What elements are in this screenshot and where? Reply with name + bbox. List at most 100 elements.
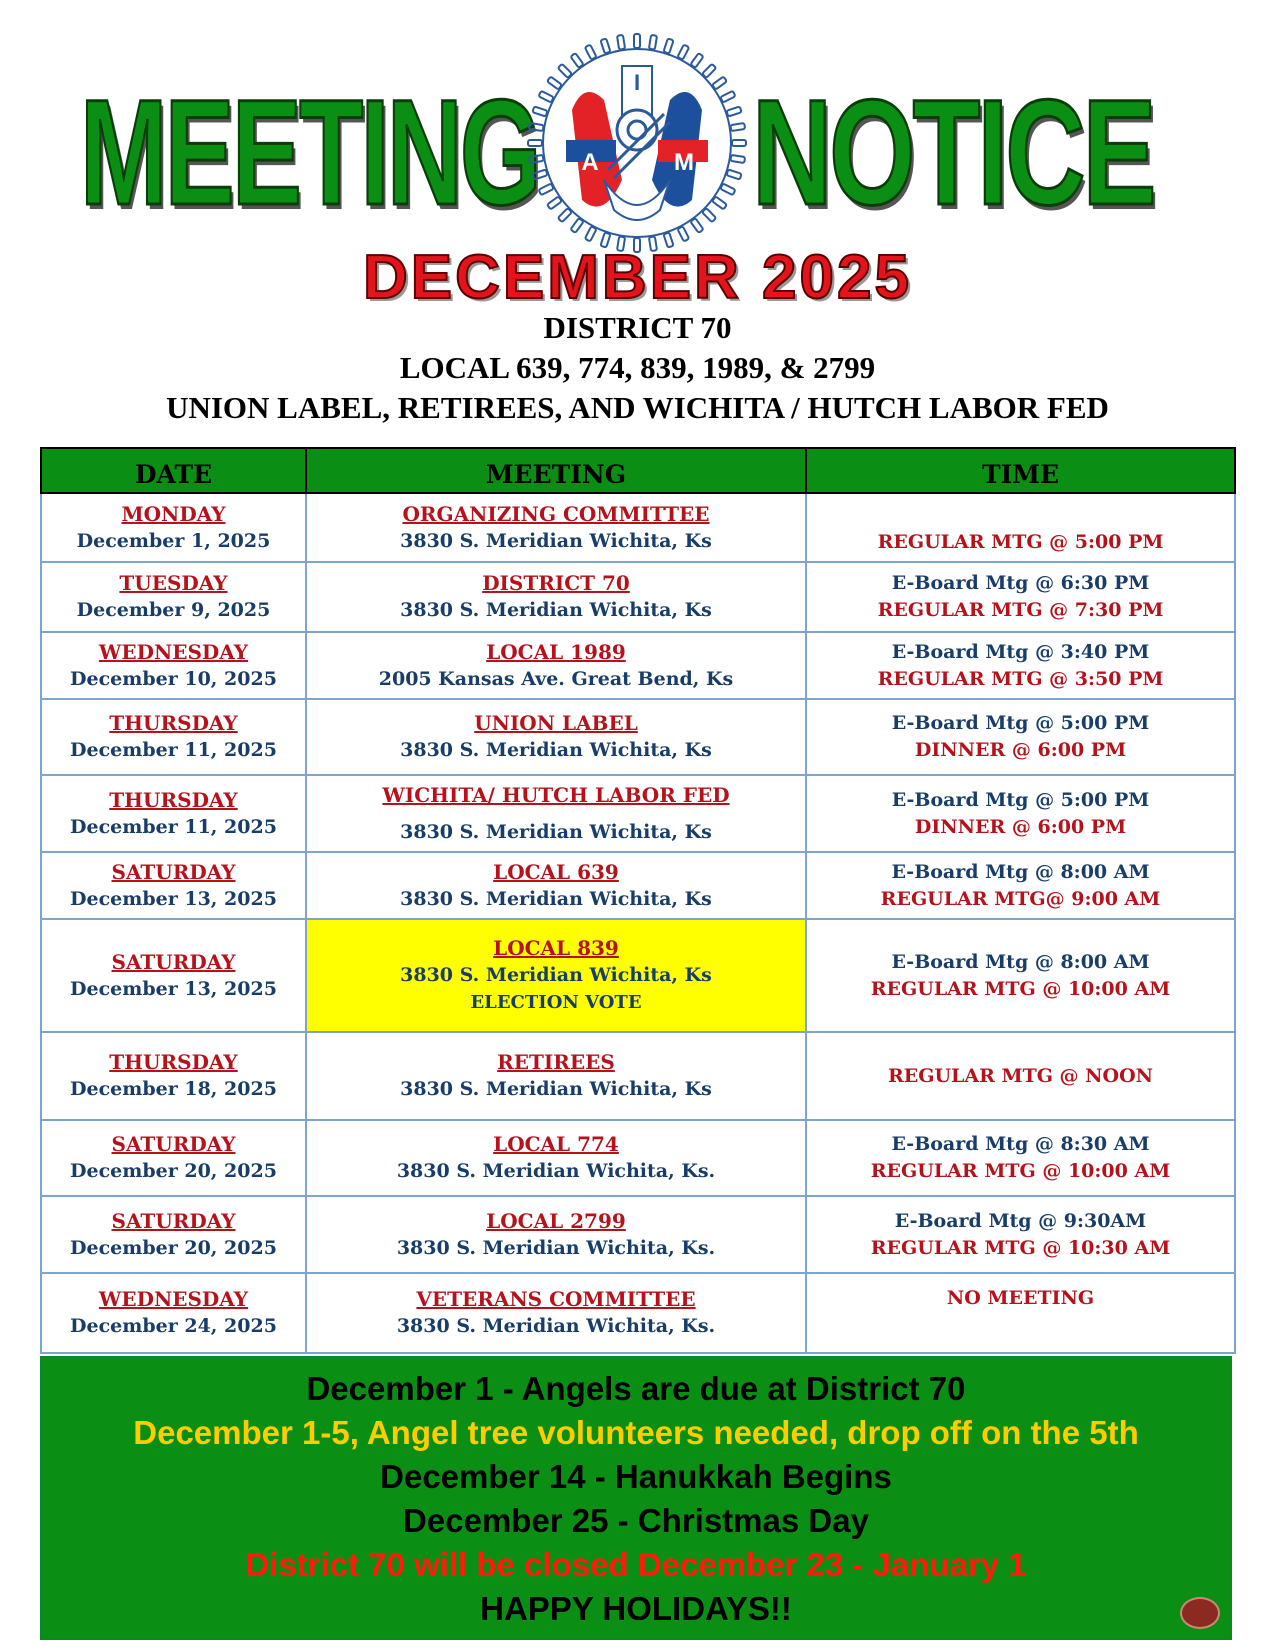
regular-time: REGULAR MTG@ 9:00 AM	[880, 887, 1161, 910]
date: December 11, 2025	[70, 815, 277, 838]
regular-time: DINNER @ 6:00 PM	[914, 739, 1127, 761]
subheading-groups: UNION LABEL, RETIREES, AND WICHITA / HUT…	[166, 390, 1109, 425]
date: December 13, 2025	[70, 887, 277, 910]
date-cell: THURSDAY December 18, 2025	[40, 1031, 307, 1121]
gear-tooth	[690, 52, 704, 69]
announcements-box: December 1 - Angels are due at District …	[40, 1356, 1232, 1640]
announcement-hanukkah: December 14 - Hanukkah Begins	[380, 1458, 892, 1495]
eboard-time: E-Board Mtg @ 3:40 PM	[891, 640, 1150, 663]
meeting-name: DISTRICT 70	[482, 571, 630, 595]
date: December 10, 2025	[70, 667, 277, 690]
weekday: MONDAY	[121, 501, 226, 526]
gear-tooth	[557, 207, 573, 223]
meeting-cell: ORGANIZING COMMITTEE 3830 S. Meridian Wi…	[305, 492, 807, 563]
table-row: TUESDAY December 9, 2025 DISTRICT 70 383…	[40, 561, 1236, 633]
meeting-cell: LOCAL 1989 2005 Kansas Ave. Great Bend, …	[305, 631, 807, 700]
gear-tooth	[570, 217, 584, 234]
meeting-name: LOCAL 2799	[486, 1208, 626, 1233]
meeting-cell: RETIREES 3830 S. Meridian Wichita, Ks	[305, 1031, 807, 1121]
meeting-cell: LOCAL 839 3830 S. Meridian Wichita, Ks EL…	[305, 918, 807, 1033]
eboard-time: E-Board Mtg @ 8:00 AM	[891, 860, 1150, 883]
eboard-time: E-Board Mtg @ 8:00 AM	[891, 950, 1150, 973]
meeting-address: 3830 S. Meridian Wichita, Ks	[400, 739, 712, 761]
time-cell: REGULAR MTG @ 5:00 PM	[805, 492, 1236, 563]
announcement-happy-holidays: HAPPY HOLIDAYS!!	[480, 1590, 792, 1627]
weekday: SATURDAY	[111, 1208, 236, 1233]
meeting-schedule-table: DATE MEETING TIME MONDAY December 1, 202…	[40, 447, 1236, 1354]
date-cell: WEDNESDAY December 24, 2025	[40, 1272, 307, 1354]
gear-tooth	[546, 76, 563, 90]
gear-tooth	[729, 122, 746, 132]
meeting-address: 3830 S. Meridian Wichita, Ks	[400, 887, 712, 910]
meeting-cell: LOCAL 639 3830 S. Meridian Wichita, Ks	[305, 851, 807, 920]
column-header-time: TIME	[805, 447, 1236, 494]
meeting-address: 3830 S. Meridian Wichita, Ks.	[396, 1160, 716, 1182]
meeting-name: LOCAL 839	[493, 936, 619, 960]
gear-tooth	[527, 139, 543, 147]
time-cell: E-Board Mtg @ 9:30AM REGULAR MTG @ 10:30…	[805, 1195, 1236, 1274]
meeting-name: RETIREES	[497, 1050, 615, 1074]
gear-tooth	[616, 235, 626, 252]
date: December 24, 2025	[70, 1315, 277, 1337]
date-cell: THURSDAY December 11, 2025	[40, 774, 307, 853]
table-row: THURSDAY December 11, 2025 WICHITA/ HUTC…	[40, 774, 1236, 853]
meeting-address: 3830 S. Meridian Wichita, Ks	[400, 529, 712, 552]
date-cell: MONDAY December 1, 2025	[40, 492, 307, 563]
time-cell: E-Board Mtg @ 8:00 AM REGULAR MTG @ 10:0…	[805, 918, 1236, 1033]
date-cell: THURSDAY December 11, 2025	[40, 698, 307, 776]
time-cell: NO MEETING	[805, 1272, 1236, 1354]
gear-tooth	[648, 34, 658, 51]
meeting-address: 3830 S. Meridian Wichita, Ks	[400, 599, 712, 621]
month-heading: DECEMBER 2025	[362, 243, 912, 312]
eboard-time: E-Board Mtg @ 6:30 PM	[891, 572, 1150, 594]
regular-time: REGULAR MTG @ 10:00 AM	[870, 1160, 1171, 1182]
iam-union-logo-icon: I A M	[527, 33, 747, 253]
meeting-name: ORGANIZING COMMITTEE	[402, 501, 710, 526]
meeting-name: VETERANS COMMITTEE	[416, 1287, 696, 1311]
date: December 13, 2025	[70, 977, 277, 1000]
meeting-name: LOCAL 1989	[486, 639, 626, 664]
weekday: SATURDAY	[111, 949, 236, 974]
title-meeting: MEETING	[79, 68, 543, 236]
weekday: TUESDAY	[119, 571, 228, 595]
gear-tooth	[584, 44, 597, 61]
meeting-cell: WICHITA/ HUTCH LABOR FED 3830 S. Meridia…	[305, 774, 807, 853]
eboard-time: E-Board Mtg @ 5:00 PM	[891, 712, 1150, 734]
meeting-address: 3830 S. Meridian Wichita, Ks.	[396, 1315, 716, 1337]
eboard-time: E-Board Mtg @ 5:00 PM	[891, 788, 1150, 811]
eboard-time: E-Board Mtg @ 9:30AM	[894, 1209, 1147, 1232]
date-cell: SATURDAY December 13, 2025	[40, 851, 307, 920]
gear-tooth	[528, 154, 545, 164]
weekday: THURSDAY	[109, 1050, 238, 1074]
regular-time: REGULAR MTG @ 5:00 PM	[877, 531, 1164, 553]
regular-time: REGULAR MTG @ 10:30 AM	[870, 1236, 1171, 1259]
time-cell: E-Board Mtg @ 5:00 PM DINNER @ 6:00 PM	[805, 774, 1236, 853]
time-cell: E-Board Mtg @ 5:00 PM DINNER @ 6:00 PM	[805, 698, 1236, 776]
date-cell: SATURDAY December 20, 2025	[40, 1119, 307, 1197]
gear-tooth	[648, 235, 658, 252]
gear-tooth	[570, 52, 584, 69]
gear-tooth	[677, 44, 690, 61]
meeting-cell: DISTRICT 70 3830 S. Meridian Wichita, Ks	[305, 561, 807, 633]
date-cell: WEDNESDAY December 10, 2025	[40, 631, 307, 700]
meeting-address: 3830 S. Meridian Wichita, Ks	[400, 1078, 712, 1100]
logo-letter-a: A	[581, 149, 598, 176]
eboard-time: E-Board Mtg @ 8:30 AM	[891, 1133, 1150, 1155]
time-cell: E-Board Mtg @ 8:00 AM REGULAR MTG@ 9:00 …	[805, 851, 1236, 920]
gear-tooth	[531, 105, 549, 117]
table-row: MONDAY December 1, 2025 ORGANIZING COMMI…	[40, 492, 1236, 563]
table-row: THURSDAY December 18, 2025 RETIREES 3830…	[40, 1031, 1236, 1121]
meeting-name: WICHITA/ HUTCH LABOR FED	[382, 782, 730, 807]
time-cell: REGULAR MTG @ NOON	[805, 1031, 1236, 1121]
date-cell: SATURDAY December 20, 2025	[40, 1195, 307, 1274]
weekday: WEDNESDAY	[98, 639, 249, 664]
date: December 20, 2025	[70, 1160, 277, 1182]
regular-time: REGULAR MTG @ 3:50 PM	[877, 667, 1164, 690]
gear-tooth	[599, 231, 611, 249]
announcement-office-closed: District 70 will be closed December 23 -…	[245, 1546, 1027, 1583]
gear-tooth	[701, 63, 717, 79]
gear-tooth	[546, 196, 563, 210]
date-cell: SATURDAY December 13, 2025	[40, 918, 307, 1033]
time-cell: E-Board Mtg @ 6:30 PM REGULAR MTG @ 7:30…	[805, 561, 1236, 633]
subheading-locals: LOCAL 639, 774, 839, 1989, & 2799	[399, 350, 876, 385]
